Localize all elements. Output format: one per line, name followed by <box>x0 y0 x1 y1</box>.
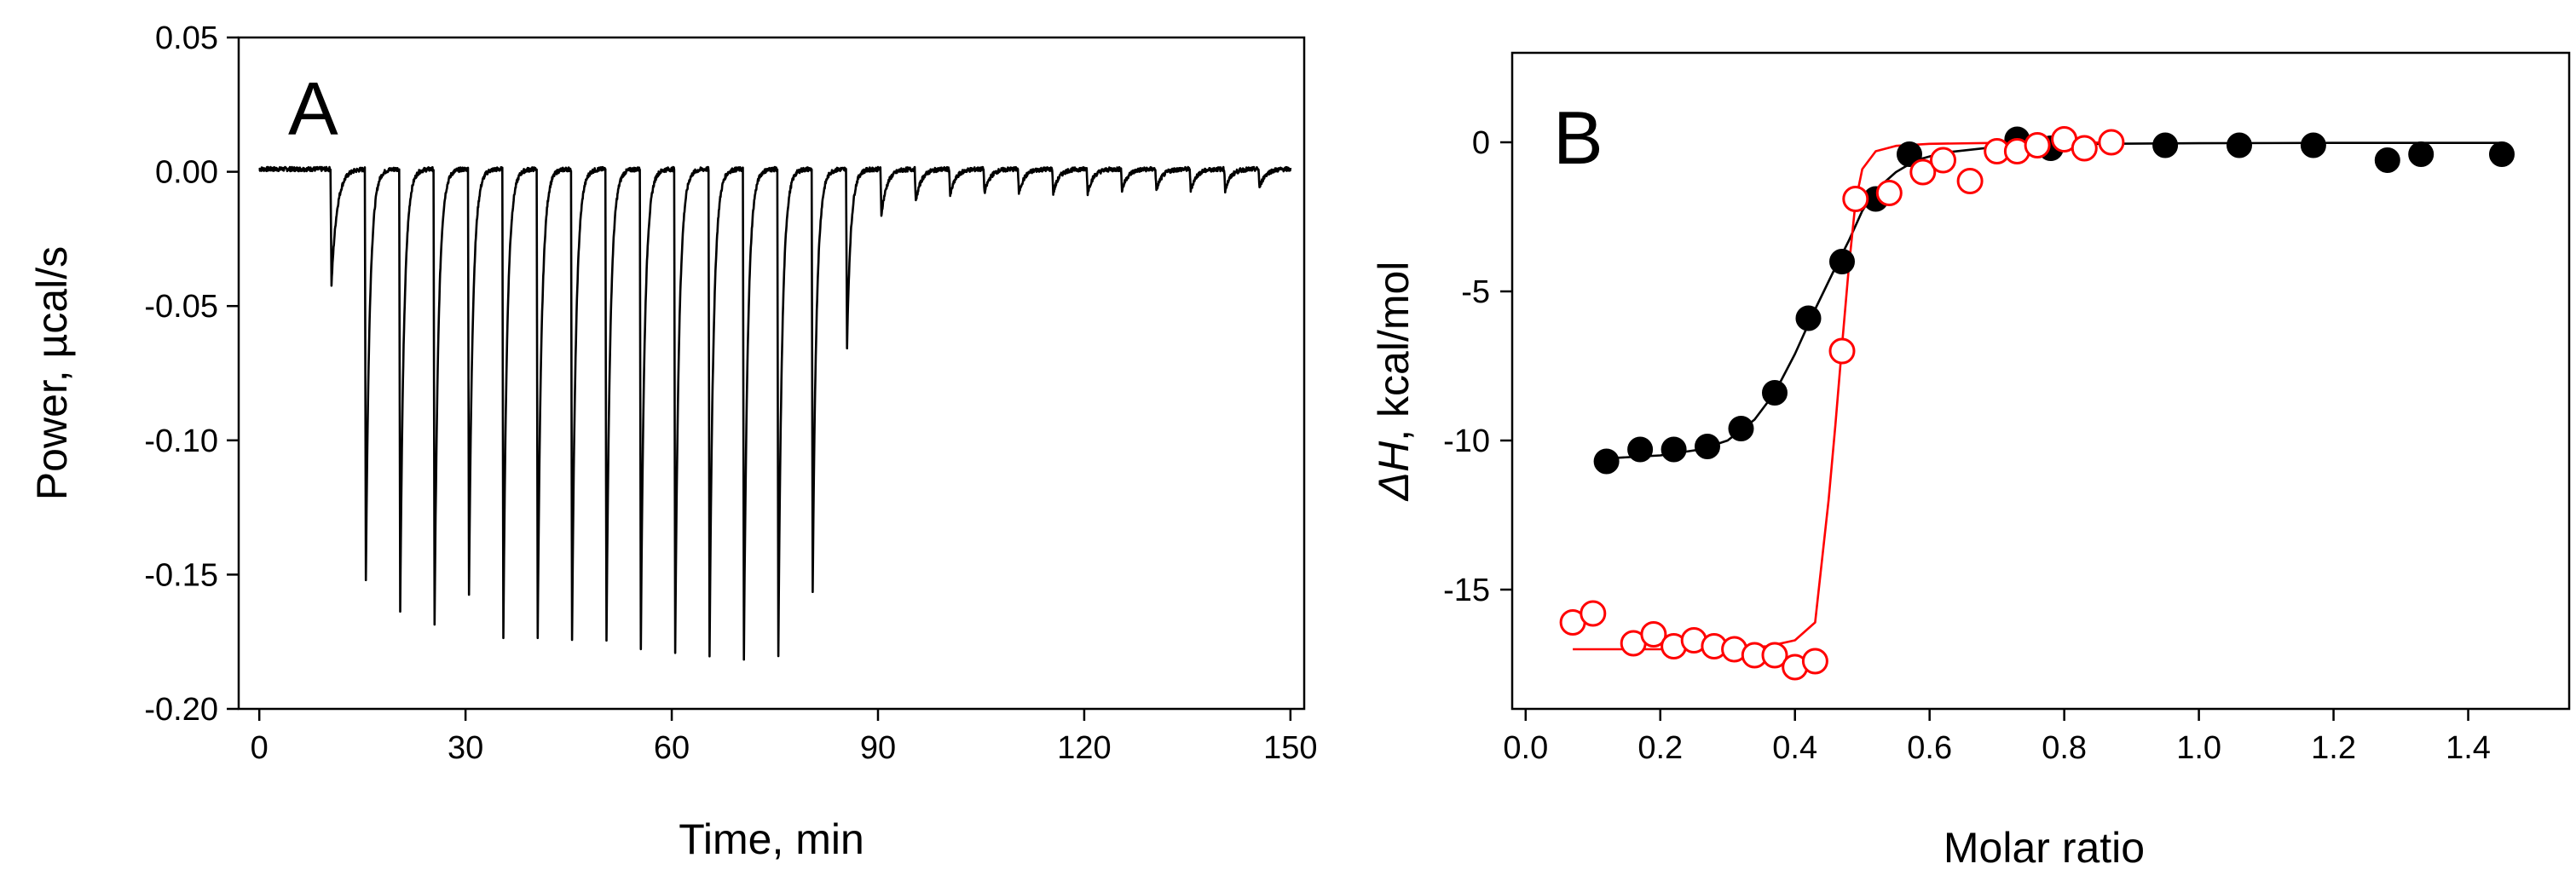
panel-b: 0.0 0.2 0.4 0.6 0.8 1.0 1.2 1.4 0 -5 -10 -15 B Mol… <box>1370 51 2571 872</box>
panel-b-filled-point <box>2300 132 2326 158</box>
panel-a-x-tick-label: 0 <box>251 730 269 766</box>
panel-b-frame <box>1510 51 2571 711</box>
panel-b-open-point <box>1875 180 1903 206</box>
panel-b-open-point <box>1761 642 1788 669</box>
panel-b-y-label-italic: ΔH <box>1370 440 1418 502</box>
panel-b-filled-point <box>2152 132 2179 158</box>
panel-b-filled-point <box>2374 147 2400 173</box>
panel-b-open-point <box>2024 132 2051 158</box>
panel-b-points <box>1559 126 2515 681</box>
panel-a-x-tick-label: 120 <box>1057 730 1111 766</box>
panel-a-power-trace <box>258 165 1292 661</box>
panel-a-trace-group <box>258 165 1292 661</box>
panel-b-x-tick-label: 1.4 <box>2446 730 2491 766</box>
panel-b-fit-red-line <box>1573 141 2111 651</box>
panel-b-y-axis-label: ΔH, kcal/mol <box>1370 262 1418 502</box>
panel-b-filled-point <box>1762 380 1788 406</box>
panel-b-x-tick-label: 1.2 <box>2311 730 2356 766</box>
panel-a-y-axis: 0.05 0.00 -0.05 -0.10 -0.15 -0.20 <box>144 20 239 728</box>
panel-b-y-tick-label: 0 <box>1472 125 1490 161</box>
panel-b-open-point <box>1640 621 1667 648</box>
panel-b-open-point <box>1842 186 1869 212</box>
panel-b-y-tick-label: -10 <box>1443 423 1490 459</box>
panel-a-letter: A <box>288 66 338 151</box>
panel-b-filled-point <box>1627 436 1654 463</box>
panel-b-filled-point <box>1728 416 1754 441</box>
panel-b-filled-point <box>2489 141 2515 167</box>
panel-b-filled-point <box>1661 436 1687 463</box>
panel-a-x-tick-label: 90 <box>860 730 896 766</box>
panel-a-y-tick-label: 0.05 <box>155 20 218 56</box>
panel-a-x-axis-label: Time, min <box>679 815 864 863</box>
panel-b-letter: B <box>1553 95 1603 180</box>
panel-b-open-point <box>1580 600 1607 627</box>
panel-b-open-point <box>1801 648 1828 675</box>
panel-b-x-tick-label: 0.0 <box>1503 730 1548 766</box>
panel-b-open-point <box>1909 158 1937 186</box>
panel-b-open-point <box>2098 129 2125 156</box>
panel-a: 0 30 60 90 120 150 0.05 0.00 -0.05 -0.10 -0.15 -0.… <box>28 20 1318 863</box>
panel-b-x-tick-label: 0.4 <box>1772 730 1817 766</box>
panel-a-x-tick-label: 150 <box>1263 730 1317 766</box>
panel-b-filled-point <box>1795 305 1822 331</box>
panel-a-y-axis-label: Power, µcal/s <box>28 246 76 500</box>
panel-b-x-axis-label: Molar ratio <box>1944 824 2145 872</box>
panel-a-y-tick-label: -0.20 <box>144 692 218 728</box>
panel-b-y-tick-label: -5 <box>1461 274 1490 310</box>
panel-b-filled-point <box>1593 448 1620 475</box>
panel-b-filled-point <box>2408 141 2434 167</box>
panel-b-y-tick-label: -15 <box>1443 573 1490 608</box>
panel-b-fit-black-line <box>1606 141 2502 460</box>
panel-a-y-tick-label: -0.05 <box>144 289 218 325</box>
panel-b-y-label-rest: , kcal/mol <box>1370 262 1418 441</box>
panel-b-x-tick-label: 0.6 <box>1907 730 1952 766</box>
panel-b-filled-point <box>1829 249 1855 274</box>
panel-b-open-point <box>1828 337 1856 365</box>
panel-a-x-axis: 0 30 60 90 120 150 <box>251 709 1318 766</box>
panel-b-filled-point <box>2227 132 2252 158</box>
panel-b-x-axis: 0.0 0.2 0.4 0.6 0.8 1.0 1.2 1.4 <box>1503 709 2491 766</box>
panel-b-fit-lines <box>1573 141 2502 651</box>
panel-b-y-axis: 0 -5 -10 -15 <box>1443 125 1512 608</box>
panel-b-open-point <box>1956 168 1984 194</box>
panel-a-x-tick-label: 30 <box>448 730 483 766</box>
panel-b-x-tick-label: 0.2 <box>1637 730 1683 766</box>
panel-b-x-tick-label: 1.0 <box>2176 730 2221 766</box>
panel-b-open-point <box>1930 147 1956 174</box>
panel-b-filled-point <box>1897 141 1922 167</box>
panel-a-y-tick-label: -0.15 <box>144 557 218 593</box>
panel-a-y-tick-label: 0.00 <box>155 155 218 191</box>
panel-a-frame <box>237 36 1306 711</box>
panel-a-x-tick-label: 60 <box>654 730 690 766</box>
panel-b-filled-point <box>1695 434 1720 459</box>
panel-b-x-tick-label: 0.8 <box>2042 730 2087 766</box>
panel-b-open-point <box>2071 135 2098 162</box>
panel-a-y-tick-label: -0.10 <box>144 423 218 459</box>
